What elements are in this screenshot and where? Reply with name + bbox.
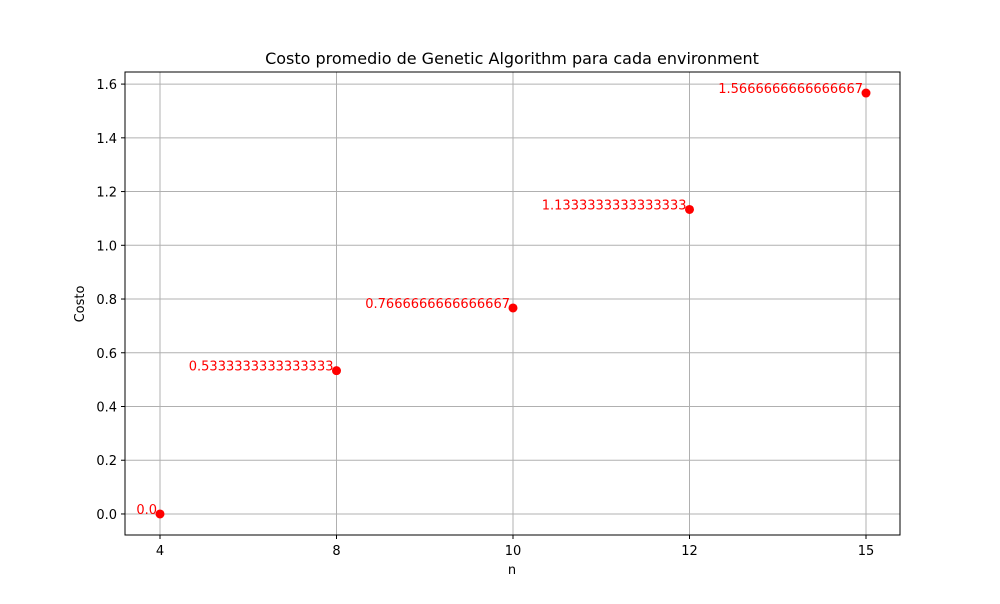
plot-frame <box>124 71 901 536</box>
y-tick-label: 0.6 <box>96 347 117 362</box>
data-point <box>332 366 341 376</box>
axis-layer: 0.0 0.2 0.4 0.6 0.8 1.0 1.2 1.4 1.6 4 8 10 12 15 <box>96 78 874 559</box>
y-tick-label: 1.4 <box>96 132 117 147</box>
marks-layer: 0.0 0.5333333333333333 0.7666666666666667 1… <box>136 82 871 519</box>
x-tick-label: 15 <box>858 544 875 559</box>
data-point <box>685 204 694 214</box>
data-label: 0.5333333333333333 <box>189 360 334 375</box>
data-label: 1.5666666666666667 <box>718 82 863 97</box>
data-label: 1.1333333333333333 <box>542 198 687 213</box>
x-tick-label: 12 <box>681 544 698 559</box>
y-tick-label: 0.0 <box>96 508 117 523</box>
data-label: 0.0 <box>136 503 157 518</box>
data-point <box>508 303 518 313</box>
x-tick-label: 10 <box>505 544 522 559</box>
y-tick-label: 1.0 <box>96 239 117 254</box>
x-tick-label: 8 <box>332 544 340 559</box>
y-tick-label: 1.6 <box>96 78 117 93</box>
data-label: 0.7666666666666667 <box>365 297 510 312</box>
y-tick-label: 0.2 <box>96 454 117 469</box>
y-tick-label: 0.8 <box>96 293 117 308</box>
y-tick-label: 0.4 <box>96 400 117 415</box>
grid-layer <box>125 72 900 535</box>
y-axis-label: Costo <box>73 286 88 323</box>
x-tick-label: 4 <box>156 544 164 559</box>
y-tick-label: 1.2 <box>96 186 117 201</box>
data-point <box>861 88 871 98</box>
chart-title: Costo promedio de Genetic Algorithm para… <box>265 49 759 68</box>
data-point <box>155 509 165 519</box>
x-axis-label: n <box>508 563 516 578</box>
